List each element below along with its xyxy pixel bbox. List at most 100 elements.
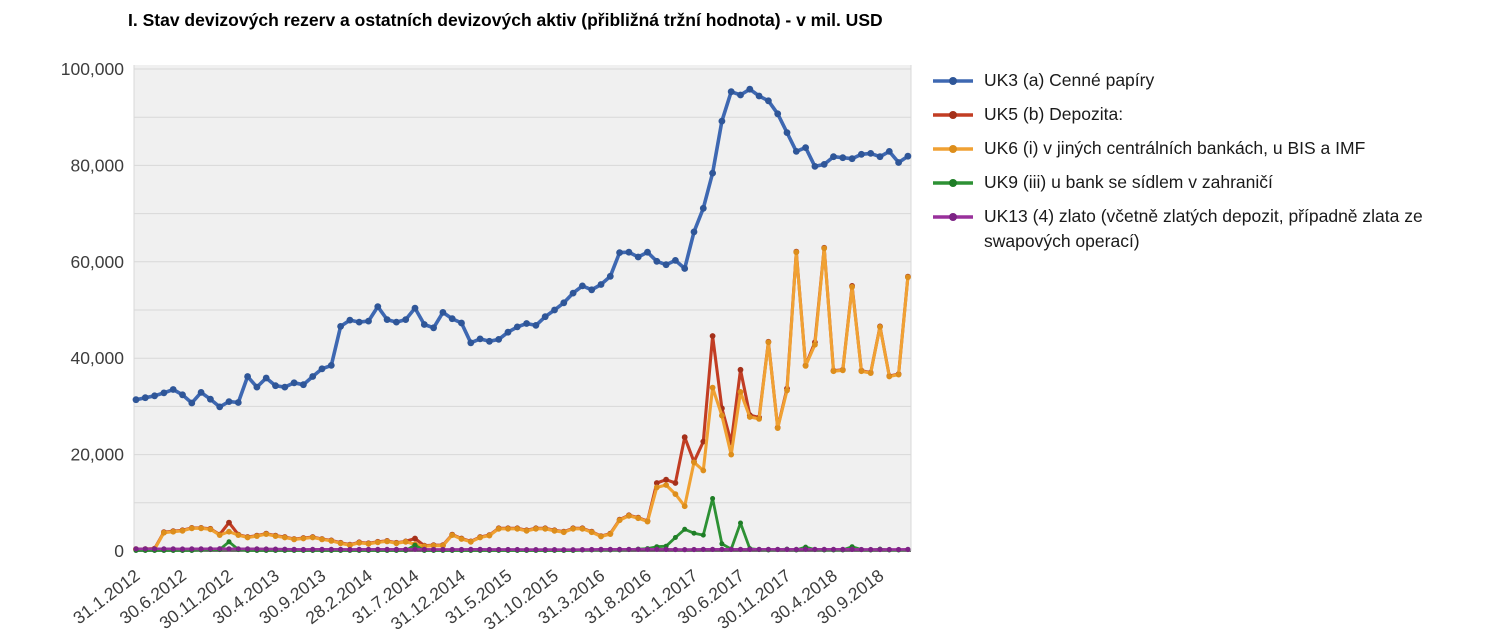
series-uk3-point xyxy=(439,309,447,316)
series-uk13-point xyxy=(468,546,474,553)
series-uk3-point xyxy=(792,148,800,155)
series-uk13-point xyxy=(217,546,223,552)
series-uk3-point xyxy=(272,382,279,390)
series-uk6-point xyxy=(877,324,883,330)
series-uk5-point xyxy=(226,519,232,526)
series-uk13-point xyxy=(830,546,837,552)
series-uk3-point xyxy=(169,386,177,393)
series-uk13-point xyxy=(682,547,688,553)
series-uk3-point xyxy=(486,337,493,345)
series-uk6-point xyxy=(430,542,437,549)
series-uk6-point xyxy=(598,533,604,540)
series-uk13-point xyxy=(514,546,520,553)
series-uk13-point xyxy=(524,547,530,553)
series-uk6-point xyxy=(765,339,772,346)
series-uk3-point xyxy=(327,362,335,369)
series-uk6-point xyxy=(812,341,818,348)
series-uk5-point xyxy=(681,434,688,441)
series-uk3-point xyxy=(458,319,465,327)
series-uk3-point xyxy=(904,152,912,160)
series-uk13-point xyxy=(477,546,483,553)
series-uk13-point xyxy=(868,546,874,553)
chart-title: I. Stav devizových rezerv a ostatních de… xyxy=(128,10,883,30)
series-uk6-point xyxy=(170,528,177,535)
series-uk3-point xyxy=(597,281,605,288)
series-uk9-point xyxy=(710,496,716,501)
series-uk3-point xyxy=(811,163,819,170)
legend-item-uk6[interactable]: UK6 (i) v jiných centrálních bankách, u … xyxy=(933,136,1493,161)
legend-label-uk3: UK3 (a) Cenné papíry xyxy=(984,70,1155,90)
series-uk3-point xyxy=(281,383,289,391)
series-uk13-point xyxy=(551,547,558,553)
series-uk5-point xyxy=(663,476,669,483)
legend-label-uk9: UK9 (iii) u bank se sídlem v zahraničí xyxy=(984,171,1273,192)
series-uk3-point xyxy=(885,148,893,155)
series-uk3-point xyxy=(830,153,837,161)
series-uk3-point xyxy=(513,323,521,331)
legend-item-uk9[interactable]: UK9 (iii) u bank se sídlem v zahraničí xyxy=(933,170,1493,195)
series-uk13-point xyxy=(598,546,604,553)
series-uk5-point xyxy=(672,480,679,486)
series-uk13-point xyxy=(179,546,186,552)
series-uk13-point xyxy=(765,546,772,552)
series-uk3-point xyxy=(402,316,410,323)
series-uk13-point xyxy=(198,546,204,552)
legend-item-uk3[interactable]: UK3 (a) Cenné papíry xyxy=(933,68,1493,93)
series-uk13-point xyxy=(561,547,567,553)
series-uk3-point xyxy=(355,318,363,326)
series-uk3-point xyxy=(644,248,651,256)
series-uk6-point xyxy=(830,368,837,375)
series-uk6-point xyxy=(793,249,800,256)
series-uk3-point xyxy=(569,289,577,297)
series-uk13-point xyxy=(775,546,781,553)
series-uk3-point xyxy=(820,161,828,168)
series-uk13-point xyxy=(431,546,437,553)
series-uk3-point xyxy=(532,322,540,329)
series-uk6-point xyxy=(635,515,642,522)
series-uk13-point xyxy=(152,546,158,552)
y-axis-label: 40,000 xyxy=(70,348,124,368)
series-uk6-point xyxy=(384,538,390,545)
series-uk3-point xyxy=(216,403,224,411)
series-uk13-point xyxy=(747,546,753,553)
series-uk6-point xyxy=(560,529,567,536)
series-uk6-point xyxy=(821,245,828,252)
series-uk13-point xyxy=(654,546,660,552)
series-uk6-point xyxy=(737,389,744,395)
series-uk6-point xyxy=(486,532,493,539)
series-uk6-point xyxy=(458,536,465,542)
legend-item-uk5[interactable]: UK5 (b) Depozita: xyxy=(933,102,1493,127)
series-uk5-point xyxy=(653,480,660,486)
series-uk5-point xyxy=(700,438,707,445)
series-uk3-point xyxy=(337,323,344,330)
series-uk6-point xyxy=(644,518,651,525)
series-uk13-point xyxy=(189,546,195,552)
series-uk3-point xyxy=(681,265,689,272)
series-uk13-point xyxy=(784,546,790,553)
series-uk13-point xyxy=(235,546,241,552)
series-uk3-point xyxy=(653,257,661,265)
series-uk13-point xyxy=(272,546,279,552)
legend-marker-uk9 xyxy=(933,178,973,187)
y-axis-label: 80,000 xyxy=(70,155,124,175)
series-uk3-point xyxy=(690,228,698,236)
series-uk3-point xyxy=(541,313,549,321)
series-uk13-point xyxy=(812,546,818,552)
series-uk6-point xyxy=(579,525,586,532)
series-uk13-point xyxy=(719,546,725,553)
series-uk3-point xyxy=(188,399,196,407)
series-uk3-point xyxy=(253,383,261,391)
series-uk13-point xyxy=(300,546,306,553)
series-uk3-point xyxy=(346,316,354,324)
series-uk9-point xyxy=(700,532,706,538)
series-uk13-point xyxy=(672,546,679,553)
series-uk13-point xyxy=(905,546,911,553)
series-uk5-point xyxy=(412,535,418,542)
legend-item-uk13[interactable]: UK13 (4) zlato (včetně zlatých depozit, … xyxy=(933,204,1493,255)
series-uk6-point xyxy=(254,533,260,539)
series-uk6-point xyxy=(374,539,381,546)
series-uk6-point xyxy=(440,542,446,549)
series-uk5-point xyxy=(709,333,716,339)
series-uk6-point xyxy=(495,525,502,532)
